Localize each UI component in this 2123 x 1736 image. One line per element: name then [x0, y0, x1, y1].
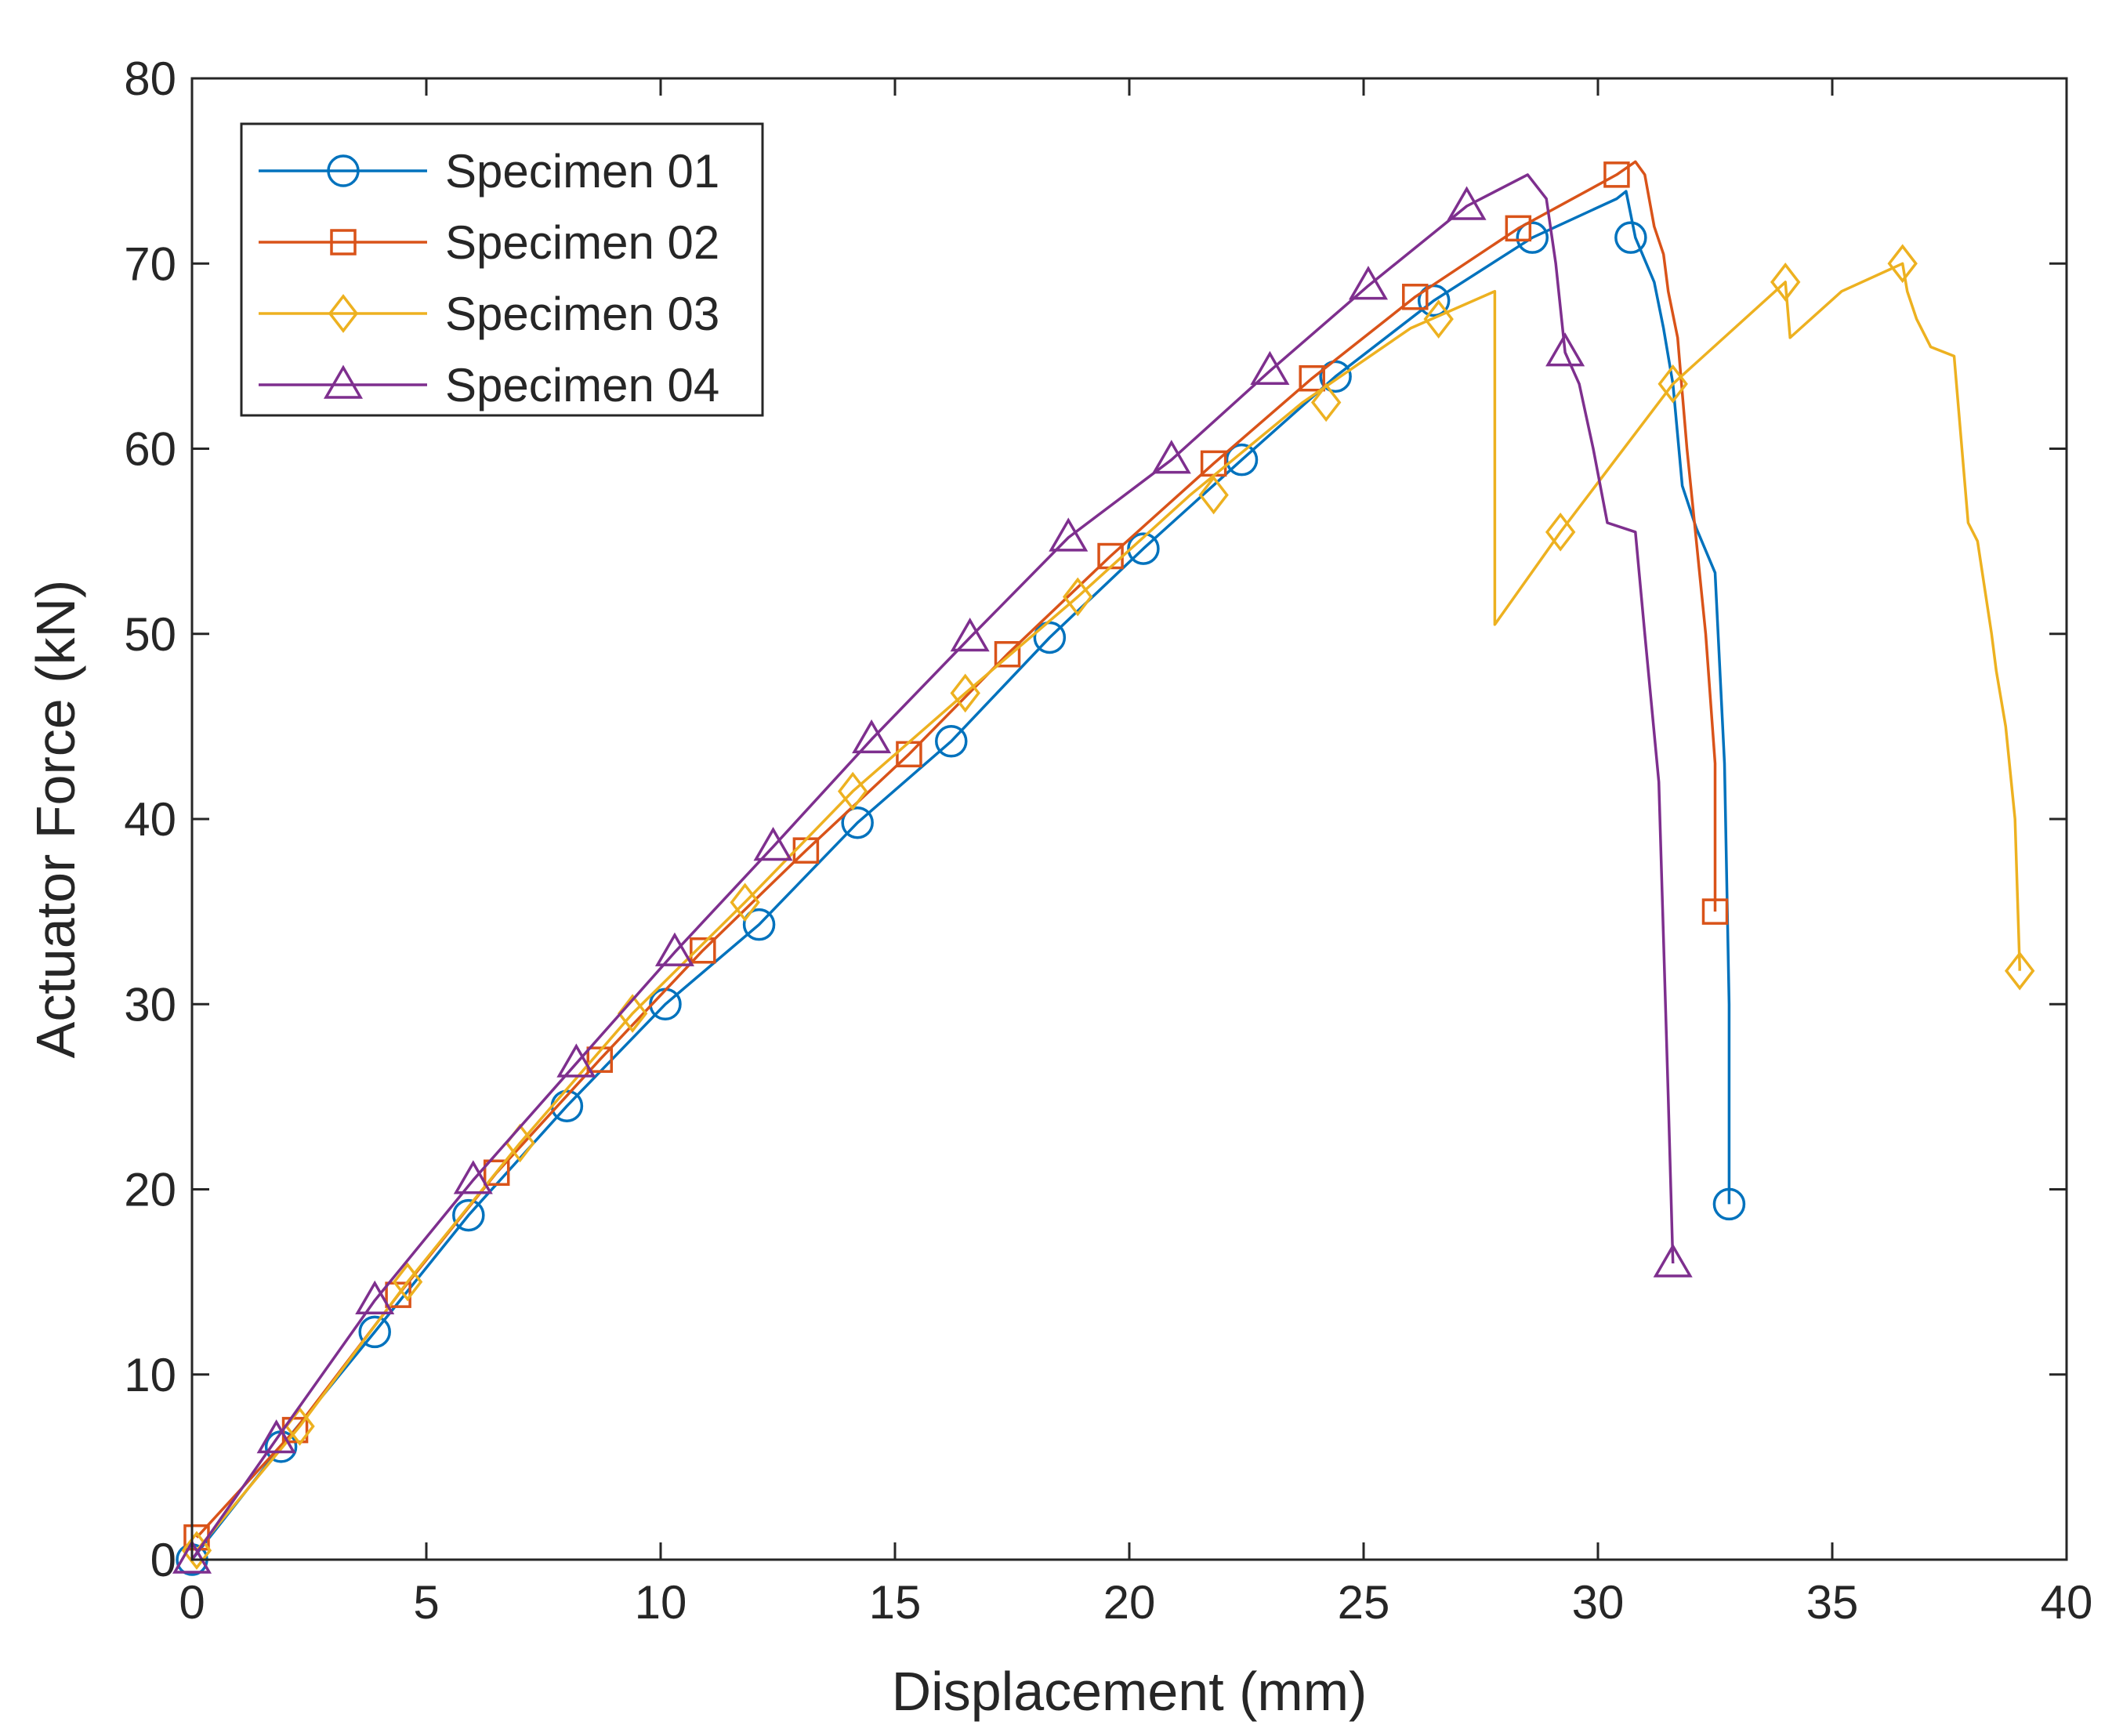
tick-labels-layer: 0 5 10 15 20 25 30 35 40 0 10 20 30 40 50 60 70 80 — [124, 53, 2092, 1629]
data-point — [837, 771, 868, 811]
data-point — [1603, 161, 1630, 188]
x-tick-label: 0 — [179, 1576, 205, 1629]
series-3 — [181, 244, 2035, 1571]
x-tick-label: 10 — [635, 1576, 687, 1629]
data-point — [730, 882, 760, 922]
x-axis-label: Displacement (mm) — [892, 1661, 1368, 1722]
data-point — [1225, 443, 1259, 477]
data-point — [1299, 364, 1325, 392]
data-point — [1423, 299, 1454, 339]
y-tick-label: 40 — [124, 793, 176, 846]
legend-entry: Specimen 03 — [259, 288, 719, 340]
legend-marker — [328, 294, 359, 333]
plot-frame — [190, 77, 2068, 1561]
data-point — [2004, 951, 2035, 991]
data-point — [172, 1539, 212, 1574]
data-point — [358, 1315, 391, 1349]
data-point — [1505, 215, 1532, 242]
x-tick-label: 30 — [1572, 1576, 1625, 1629]
legend-marker — [330, 229, 357, 256]
x-tick-label: 20 — [1103, 1576, 1156, 1629]
legend-label: Specimen 02 — [445, 216, 719, 269]
y-tick-label: 30 — [124, 978, 176, 1031]
data-point — [1657, 364, 1688, 404]
x-tick-label: 35 — [1806, 1576, 1859, 1629]
y-axis-label: Actuator Force (kN) — [25, 580, 86, 1059]
data-point — [256, 1419, 296, 1454]
legend-label: Specimen 01 — [445, 145, 719, 198]
data-point — [935, 725, 968, 758]
data-point — [1127, 532, 1160, 565]
data-point — [1198, 475, 1229, 515]
data-point — [556, 1043, 596, 1078]
legend-entries: Specimen 01 Specimen 02 Specimen 03 Specime… — [259, 145, 719, 411]
data-point — [1701, 898, 1729, 925]
data-point — [617, 994, 648, 1033]
data-point — [1348, 266, 1389, 300]
series-line — [190, 173, 1675, 1561]
legend-entry: Specimen 02 — [259, 216, 719, 269]
y-tick-label: 10 — [124, 1349, 176, 1401]
series-line — [195, 262, 2021, 1552]
legend-label: Specimen 04 — [445, 359, 719, 411]
data-point — [452, 1198, 485, 1232]
data-point — [1319, 360, 1352, 393]
data-point — [1447, 186, 1487, 220]
data-point — [1545, 512, 1576, 552]
y-tick-label: 80 — [124, 53, 176, 105]
x-tick-label: 40 — [2041, 1576, 2093, 1629]
data-point — [355, 1280, 395, 1314]
data-point — [654, 932, 694, 966]
data-point — [1310, 382, 1342, 422]
data-point — [742, 908, 776, 941]
data-point — [841, 806, 874, 839]
data-point — [483, 1159, 510, 1186]
data-point — [994, 640, 1021, 668]
data-point — [690, 937, 716, 964]
data-point — [1049, 517, 1089, 552]
data-point — [1250, 350, 1290, 386]
y-tick-label: 50 — [124, 608, 176, 661]
data-point — [1545, 332, 1585, 367]
data-point — [181, 1531, 212, 1571]
series-layer — [172, 160, 2035, 1576]
x-tick-label: 15 — [869, 1576, 922, 1629]
y-tick-label: 20 — [124, 1164, 176, 1216]
data-point — [852, 719, 892, 754]
data-point — [1887, 244, 1918, 284]
data-point — [586, 1046, 614, 1073]
y-tick-label: 70 — [124, 237, 176, 290]
y-tick-label: 60 — [124, 423, 176, 476]
legend: Specimen 01 Specimen 02 Specimen 03 Specime… — [240, 122, 764, 417]
data-point — [453, 1160, 493, 1194]
legend-label: Specimen 03 — [445, 288, 719, 340]
series-line — [195, 160, 1717, 1538]
legend-marker — [327, 154, 360, 187]
data-point — [1151, 440, 1191, 474]
x-tick-label: 25 — [1338, 1576, 1390, 1629]
data-point — [1614, 221, 1647, 254]
data-point — [1402, 284, 1429, 310]
data-point — [392, 1262, 423, 1302]
data-point — [1653, 1243, 1693, 1278]
y-tick-label: 0 — [150, 1534, 176, 1586]
data-point — [753, 826, 793, 861]
series-4 — [172, 173, 1693, 1574]
x-tick-label: 5 — [413, 1576, 439, 1629]
data-point — [950, 673, 980, 713]
legend-marker — [323, 364, 364, 399]
legend-entry: Specimen 01 — [259, 145, 719, 198]
legend-entry: Specimen 04 — [259, 359, 719, 411]
data-point — [1063, 577, 1093, 617]
data-point — [1770, 263, 1801, 302]
data-point — [1516, 221, 1549, 254]
data-point — [950, 617, 990, 652]
data-point — [1712, 1187, 1746, 1221]
